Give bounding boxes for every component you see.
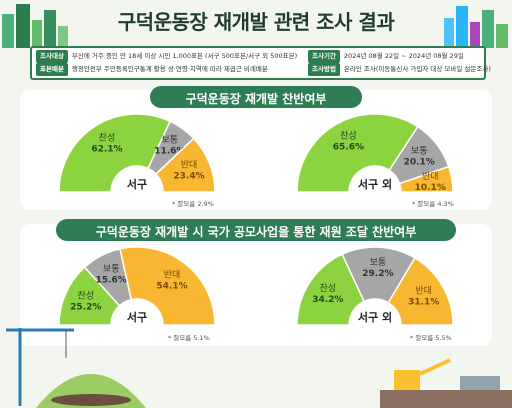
slice-label-neutral: 보통 <box>411 146 428 157</box>
slice-label-oppose: 반대 <box>415 285 432 296</box>
region-label: 서구 외 <box>358 310 392 324</box>
info-method: 조사방법 온라인 조사(이동통신사 가입자 대상 모바일 설문조사) <box>308 63 491 76</box>
pie-slice-agree <box>58 113 172 193</box>
slice-value-agree: 62.1% <box>91 145 122 155</box>
period-value: 2024년 08월 22일 ~ 2024년 08월 29일 <box>343 52 464 60</box>
section-2-title-pill <box>56 219 456 241</box>
pie-slice-oppose <box>398 165 454 193</box>
slice-value-oppose: 10.1% <box>415 183 446 193</box>
slice-label-neutral: 보통 <box>370 257 387 268</box>
pie-slice-oppose <box>119 246 216 326</box>
region-label: 서구 <box>127 310 147 324</box>
slice-value-oppose: 54.1% <box>156 281 187 291</box>
slice-label-neutral: 보통 <box>162 135 179 146</box>
sample-label: 표본배분 <box>36 63 68 76</box>
slice-label-oppose: 반대 <box>181 159 198 170</box>
slice-value-agree: 25.2% <box>70 302 101 312</box>
method-label: 조사방법 <box>308 63 340 76</box>
target-value: 부산에 거주 중인 만 18세 이상 시민 1,000표본 (서구 500표본/… <box>71 52 298 60</box>
sample-value: 행정안전부 주민등록인구통계 활용 성·연령·지역에 따라 제곱근 비례배분 <box>71 65 268 73</box>
stadium-illustration <box>36 374 146 408</box>
slice-label-oppose: 반대 <box>422 171 439 182</box>
target-label: 조사대상 <box>36 50 68 63</box>
section-1-title-pill <box>150 86 362 108</box>
pie-slice-agree <box>296 113 419 193</box>
slice-value-oppose: 23.4% <box>173 171 204 181</box>
slice-label-agree: 찬성 <box>78 290 95 301</box>
excavator-illustration <box>380 358 512 408</box>
slice-value-agree: 65.6% <box>333 143 364 153</box>
city-skyline-left-illustration <box>2 4 68 48</box>
pie-slice-agree <box>296 253 366 326</box>
pie-slice-oppose <box>154 137 216 193</box>
note-2: * 잘모름 5.1% <box>168 334 210 342</box>
survey-info-box: 조사대상 부산에 거주 중인 만 18세 이상 시민 1,000표본 (서구 50… <box>30 46 491 80</box>
info-period: 조사기간 2024년 08월 22일 ~ 2024년 08월 29일 <box>308 50 464 63</box>
period-label: 조사기간 <box>308 50 340 63</box>
slice-value-neutral: 11.6% <box>154 147 185 157</box>
slice-label-agree: 찬성 <box>340 131 357 142</box>
note-1: * 잘모름 4.3% <box>412 200 454 208</box>
section-1-title: 구덕운동장 재개발 찬반여부 <box>185 92 327 106</box>
info-target: 조사대상 부산에 거주 중인 만 18세 이상 시민 1,000표본 (서구 50… <box>36 50 297 63</box>
method-value: 온라인 조사(이동통신사 가입자 대상 모바일 설문조사) <box>343 65 491 73</box>
slice-value-oppose: 31.1% <box>408 297 439 307</box>
slice-label-neutral: 보통 <box>103 263 120 274</box>
slice-label-agree: 찬성 <box>99 133 116 144</box>
slice-label-agree: 찬성 <box>320 283 337 294</box>
slice-value-neutral: 20.1% <box>404 158 435 168</box>
city-skyline-right-illustration <box>444 6 508 48</box>
crane-illustration <box>6 328 74 406</box>
pie-slice-neutral <box>341 246 416 304</box>
pie-slice-oppose <box>387 256 454 326</box>
region-label: 서구 외 <box>358 177 392 191</box>
note-3: * 잘모름 5.5% <box>410 334 452 342</box>
slice-value-neutral: 15.6% <box>96 275 127 285</box>
section-2-title: 구덕운동장 재개발 시 국가 공모사업을 통한 재원 조달 찬반여부 <box>95 225 417 239</box>
page-title: 구덕운동장 재개발 관련 조사 결과 <box>117 10 395 34</box>
slice-label-oppose: 반대 <box>164 269 181 280</box>
slice-value-neutral: 29.2% <box>362 269 393 279</box>
slice-value-agree: 34.2% <box>312 295 343 305</box>
region-label: 서구 <box>127 177 147 191</box>
info-sample: 표본배분 행정안전부 주민등록인구통계 활용 성·연령·지역에 따라 제곱근 비례… <box>36 63 268 76</box>
note-0: * 잘모름 2.9% <box>172 200 214 208</box>
